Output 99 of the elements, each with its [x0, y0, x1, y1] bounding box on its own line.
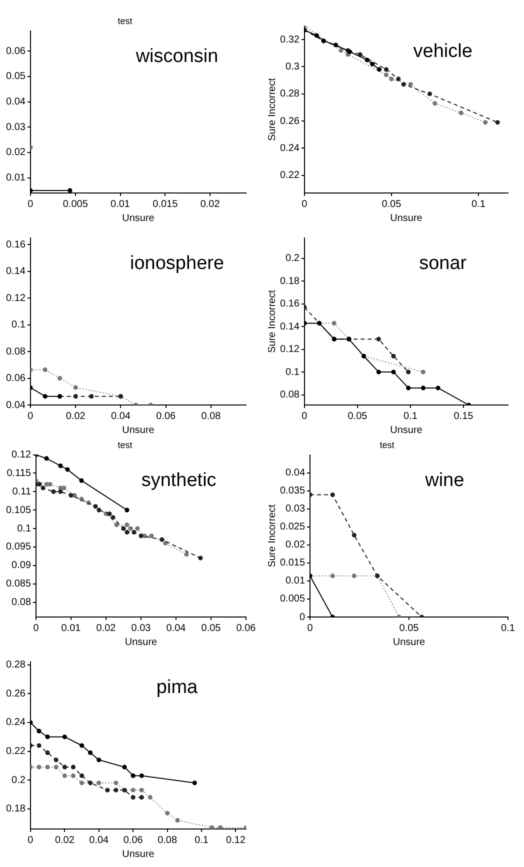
y-tick-label: 0.025	[280, 522, 306, 533]
y-tick-label: 0.04	[6, 400, 26, 411]
y-tick-label: 0.2	[286, 253, 300, 264]
y-tick-label: 0.06	[6, 46, 26, 57]
x-tick-label: 0.04	[111, 410, 131, 422]
x-tick-label: 0.1	[404, 410, 418, 422]
y-tick-label: 0.16	[280, 298, 300, 310]
x-axis-title: Unsure	[124, 636, 158, 648]
x-tick-label: 0.04	[89, 834, 110, 846]
y-tick-label: 0.04	[286, 468, 306, 479]
y-tick-label: 0.26	[6, 688, 26, 700]
y-tick-label: 0.01	[286, 576, 306, 587]
x-tick-label: 0.02	[200, 198, 220, 210]
annotation: vehicle	[413, 41, 472, 62]
x-tick-label: 0.01	[110, 198, 130, 210]
annotation: synthetic	[141, 470, 216, 492]
x-tick-label: 0.15	[454, 410, 474, 422]
annotation: ionosphere	[130, 253, 224, 274]
x-axis-title: Unsure	[390, 424, 423, 436]
x-tick-label: 0.06	[123, 834, 144, 846]
y-tick-label: 0.14	[280, 321, 300, 332]
y-tick-label: 0.03	[6, 122, 26, 133]
x-tick-label: 0.05	[399, 622, 420, 634]
y-tick-label: 0.03	[286, 504, 306, 515]
x-tick-label: 0.03	[131, 622, 152, 634]
y-tick-label: 0.01	[6, 172, 26, 184]
x-tick-label: 0.02	[66, 410, 86, 422]
y-tick-label: 0.32	[280, 34, 300, 46]
y-tick-label: 0.24	[6, 717, 26, 728]
y-axis-title: Sure Incorrect	[266, 290, 278, 353]
x-axis-title: Unsure	[122, 848, 155, 860]
y-tick-label: 0.08	[12, 597, 32, 608]
y-tick-label: 0.08	[6, 346, 26, 358]
x-tick-label: 0.02	[96, 622, 116, 634]
y-tick-label: 0.26	[280, 116, 300, 127]
y-tick-label: 0.28	[6, 660, 26, 671]
y-tick-label: 0.04	[6, 96, 26, 108]
y-axis-title: Sure Incorrect	[266, 78, 278, 141]
y-tick-label: 0.035	[280, 486, 306, 497]
y-tick-label: 0.1	[286, 366, 300, 378]
x-tick-label: 0.05	[348, 410, 368, 422]
y-tick-label: 0.115	[6, 468, 32, 479]
y-tick-label: 0.005	[280, 594, 306, 605]
x-tick-label: 0.08	[201, 410, 222, 422]
y-tick-label: 0.22	[280, 170, 300, 182]
x-tick-label: 0.05	[201, 622, 222, 634]
x-tick-label: 0.04	[166, 622, 186, 634]
chart-title: test	[380, 440, 395, 450]
y-tick-label: 0.12	[12, 450, 32, 461]
y-tick-label: 0.18	[6, 804, 26, 815]
y-tick-label: 0.1	[17, 523, 32, 534]
annotation: wisconsin	[134, 46, 218, 68]
y-axis-title: Sure Incorrect	[266, 504, 278, 568]
x-tick-label: 0.08	[158, 834, 178, 846]
x-tick-label: 0.1	[501, 622, 516, 634]
x-tick-label: 0.12	[226, 834, 246, 846]
y-tick-label: 0	[299, 612, 306, 623]
y-tick-label: 0.09	[12, 560, 32, 572]
x-axis-title: Unsure	[122, 424, 155, 436]
y-tick-label: 0.3	[286, 61, 300, 72]
y-tick-label: 0.2	[12, 774, 26, 786]
y-tick-label: 0.16	[6, 239, 26, 250]
y-tick-label: 0.28	[280, 88, 300, 100]
x-tick-label: 0.005	[62, 198, 88, 210]
x-tick-label: 0.1	[471, 198, 486, 210]
x-tick-label: 0.015	[152, 198, 178, 210]
y-tick-label: 0.11	[12, 486, 32, 498]
annotation: wine	[424, 470, 464, 492]
y-tick-label: 0.18	[280, 276, 300, 287]
x-tick-label: 0.1	[194, 834, 209, 846]
annotation: sonar	[419, 253, 468, 274]
x-tick-label: 0.05	[382, 198, 402, 210]
x-tick-label: 0.06	[156, 410, 176, 422]
y-tick-label: 0.06	[6, 373, 26, 384]
x-tick-label: 0	[33, 622, 40, 634]
y-tick-label: 0.095	[6, 542, 32, 553]
y-tick-label: 0.08	[280, 390, 300, 401]
y-tick-label: 0.05	[6, 71, 26, 82]
chart-title: test	[118, 440, 133, 450]
x-axis-title: Unsure	[122, 212, 155, 224]
y-tick-label: 0.02	[6, 147, 26, 158]
x-tick-label: 0.01	[61, 622, 82, 634]
y-tick-label: 0.22	[6, 746, 26, 758]
x-tick-label: 0.02	[54, 834, 75, 846]
y-tick-label: 0.12	[6, 292, 26, 304]
y-tick-label: 0.12	[280, 344, 300, 356]
chart-title: test	[118, 16, 133, 26]
y-tick-label: 0.14	[6, 266, 26, 278]
x-axis-title: Unsure	[390, 212, 423, 224]
y-tick-label: 0.24	[280, 142, 300, 154]
x-tick-label: 0	[307, 622, 314, 634]
annotation: pima	[156, 677, 198, 698]
y-tick-label: 0.02	[286, 540, 306, 551]
y-tick-label: 0.085	[6, 578, 32, 590]
x-tick-label: 0.06	[236, 622, 256, 634]
x-axis-title: Unsure	[392, 636, 426, 648]
y-tick-label: 0.105	[6, 504, 32, 516]
y-tick-label: 0.015	[280, 558, 306, 569]
y-tick-label: 0.1	[12, 320, 26, 331]
